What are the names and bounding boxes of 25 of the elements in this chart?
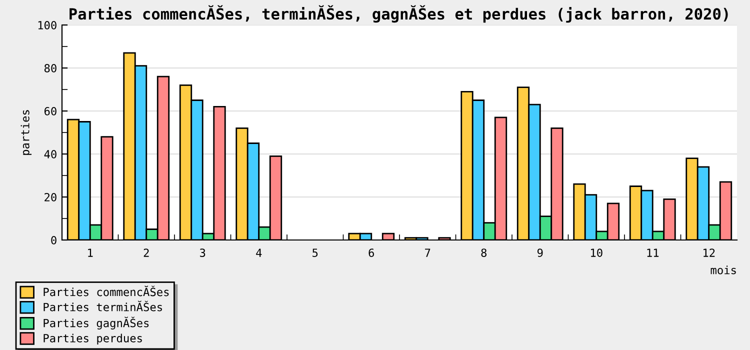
x-tick-label: 6 — [368, 248, 374, 257]
y-tick-label: 0 — [51, 236, 56, 244]
legend-label: Parties commencĂŠes — [44, 286, 169, 296]
x-tick-label: 7 — [425, 248, 430, 257]
legend-label: Parties perdues — [44, 334, 142, 345]
legend-label: Parties gagnĂŠes — [44, 316, 149, 330]
legend-label: Parties terminĂŠes — [44, 300, 162, 312]
x-tick-label: 11 — [647, 248, 659, 257]
x-tick-label: 5 — [312, 248, 318, 257]
chart-title: Parties commencĂŠes, terminĂŠes, gagnĂŠes et perdues (jack barron, 2020) — [70, 5, 728, 23]
x-tick-label: 1 — [88, 248, 93, 257]
y-tick-label: 40 — [44, 150, 56, 158]
x-tick-label: 10 — [591, 248, 602, 257]
x-tick-label: 12 — [704, 248, 715, 257]
x-tick-label: 4 — [256, 248, 262, 257]
x-tick-label: 8 — [481, 248, 487, 257]
y-axis-title: parties — [20, 110, 32, 155]
y-tick-label: 100 — [38, 21, 56, 30]
x-tick-label: 9 — [537, 248, 543, 257]
x-tick-label: 3 — [200, 248, 206, 257]
x-axis-title: mois — [710, 266, 736, 274]
y-tick-label: 60 — [44, 107, 56, 116]
x-tick-label: 2 — [144, 248, 149, 257]
y-tick-label: 20 — [44, 193, 56, 202]
y-tick-label: 80 — [44, 64, 56, 72]
